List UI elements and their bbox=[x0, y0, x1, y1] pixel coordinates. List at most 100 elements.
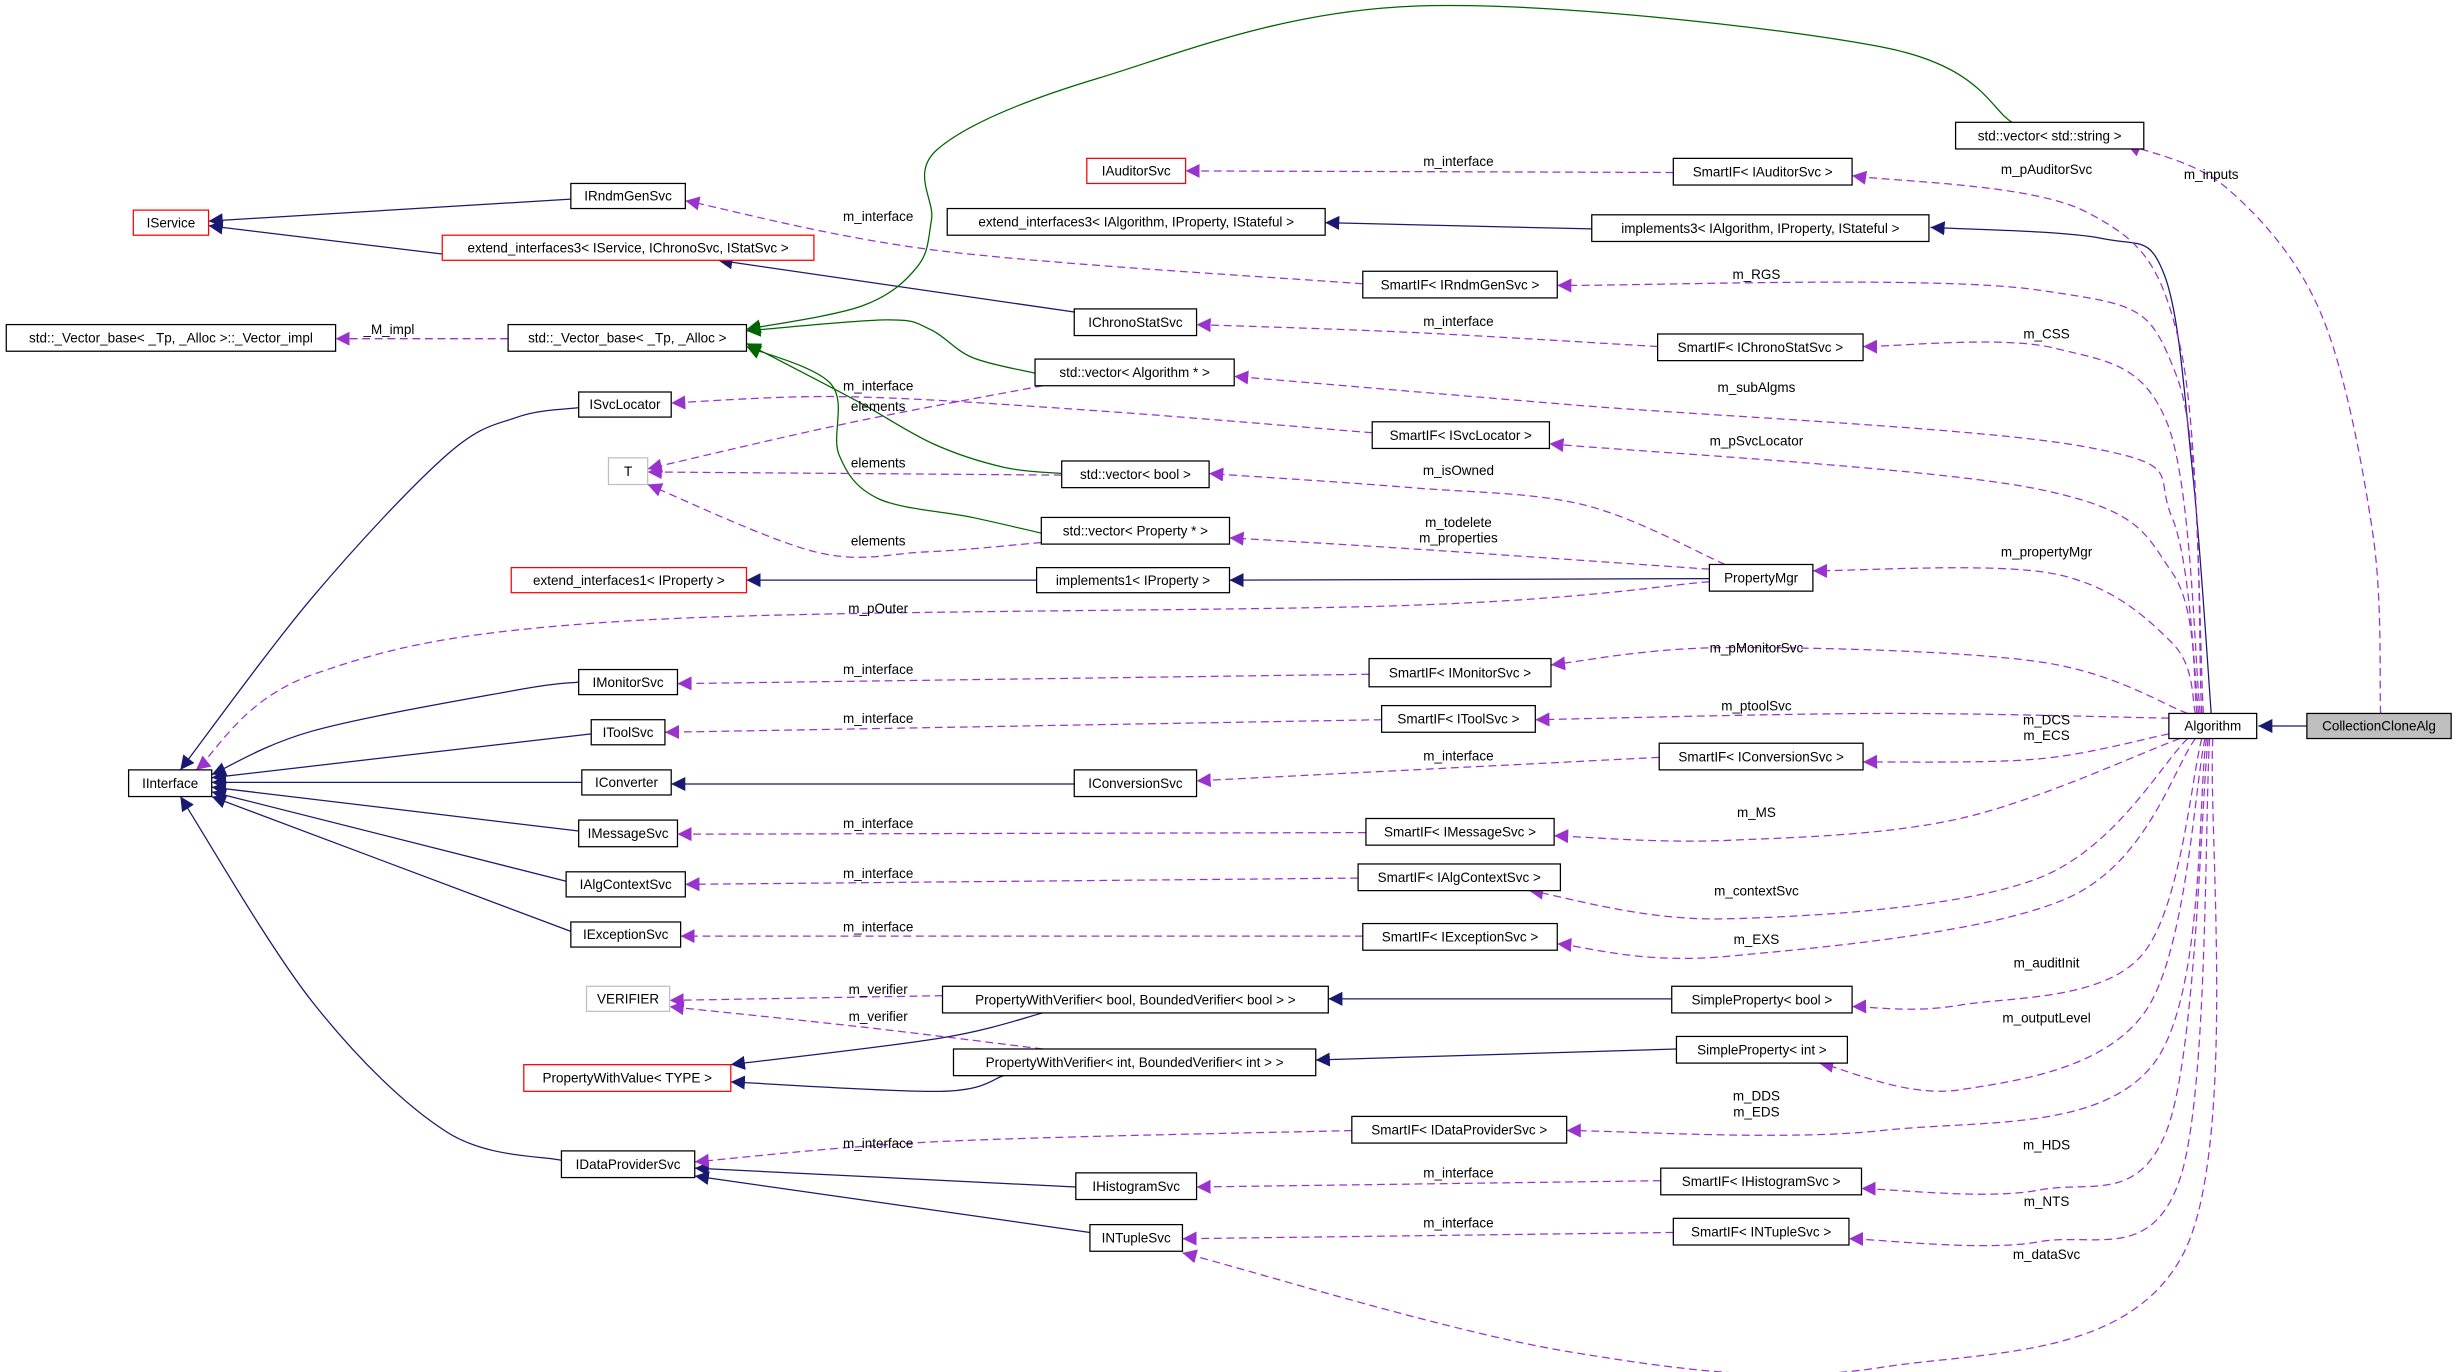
node-ialgcontextsvc[interactable]: IAlgContextSvc bbox=[565, 871, 686, 898]
node-simpleproperty-int[interactable]: SimpleProperty< int > bbox=[1675, 1035, 1849, 1064]
node-ichronostatsvc[interactable]: IChronoStatSvc bbox=[1073, 308, 1198, 337]
edge-label: m_interface bbox=[843, 866, 913, 881]
node-iconversionsvc[interactable]: IConversionSvc bbox=[1073, 769, 1198, 798]
node-propertywithverifier-int-boundedverifier-int[interactable]: PropertyWithVerifier< int, BoundedVerifi… bbox=[952, 1048, 1317, 1077]
node-smartif-imonitorsvc[interactable]: SmartIF< IMonitorSvc > bbox=[1368, 657, 1552, 688]
node-smartif-iconversionsvc[interactable]: SmartIF< IConversionSvc > bbox=[1658, 742, 1864, 771]
node-smartif-intuplesvc[interactable]: SmartIF< INTupleSvc > bbox=[1672, 1217, 1850, 1246]
node-label: SmartIF< IMessageSvc > bbox=[1384, 825, 1536, 840]
node-label: SmartIF< IHistogramSvc > bbox=[1682, 1174, 1841, 1189]
usage-edge-algorithm-to-smartif-iconversionsvc bbox=[1863, 733, 2169, 769]
edge-label: m_pMonitorSvc bbox=[1710, 640, 1804, 655]
node-smartif-isvclocator[interactable]: SmartIF< ISvcLocator > bbox=[1371, 421, 1551, 450]
node-smartif-ihistogramsvc[interactable]: SmartIF< IHistogramSvc > bbox=[1660, 1167, 1863, 1196]
node-label: SmartIF< IConversionSvc > bbox=[1678, 749, 1844, 764]
node-label: PropertyWithValue< TYPE > bbox=[543, 1071, 713, 1086]
node-smartif-iauditorsvc[interactable]: SmartIF< IAuditorSvc > bbox=[1672, 157, 1853, 186]
edge-label: m_interface bbox=[843, 209, 913, 224]
node-smartif-iexceptionsvc[interactable]: SmartIF< IExceptionSvc > bbox=[1362, 922, 1558, 951]
usage-edge-algorithm-to-simpleproperty-bool bbox=[1852, 738, 2203, 1014]
node-iexceptionsvc[interactable]: IExceptionSvc bbox=[570, 921, 682, 948]
usage-edge-algorithm-to-std-vector-algorithm bbox=[1234, 370, 2200, 714]
node-smartif-ichronostatsvc[interactable]: SmartIF< IChronoStatSvc > bbox=[1657, 333, 1864, 362]
node-std-vector-base-tp-alloc-vector-impl[interactable]: std::_Vector_base< _Tp, _Alloc >::_Vecto… bbox=[5, 323, 337, 352]
edge-label: m_interface bbox=[1423, 314, 1493, 329]
node-iauditorsvc[interactable]: IAuditorSvc bbox=[1086, 157, 1187, 185]
node-collectionclonealg[interactable]: CollectionCloneAlg bbox=[2306, 712, 2452, 740]
node-irndmgensvc[interactable]: IRndmGenSvc bbox=[570, 182, 686, 210]
inheritance-edge-imonitorsvc-to-iinterface bbox=[211, 681, 579, 776]
node-box bbox=[507, 323, 748, 352]
node-label: SimpleProperty< int > bbox=[1697, 1042, 1827, 1057]
node-box bbox=[1073, 769, 1198, 798]
edge-label: m_DCS bbox=[2023, 712, 2070, 727]
node-intuplesvc[interactable]: INTupleSvc bbox=[1089, 1223, 1184, 1252]
node-std-vector-bool[interactable]: std::vector< bool > bbox=[1061, 460, 1210, 489]
node-smartif-ialgcontextsvc[interactable]: SmartIF< IAlgContextSvc > bbox=[1357, 863, 1562, 892]
node-std-vector-algorithm[interactable]: std::vector< Algorithm * > bbox=[1034, 358, 1235, 387]
node-label: IService bbox=[147, 215, 196, 230]
node-box bbox=[132, 209, 210, 236]
usage-edge-smartif-imonitorsvc-to-imonitorsvc bbox=[677, 673, 1370, 691]
node-box bbox=[1089, 1223, 1184, 1252]
node-propertymgr[interactable]: PropertyMgr bbox=[1708, 563, 1814, 592]
edge-label: m_interface bbox=[1423, 748, 1493, 763]
node-std-vector-property[interactable]: std::vector< Property * > bbox=[1040, 516, 1231, 545]
node-iconverter[interactable]: IConverter bbox=[581, 769, 672, 796]
node-box bbox=[510, 566, 748, 594]
edge-label: m_contextSvc bbox=[1714, 883, 1799, 898]
node-label: SmartIF< IExceptionSvc > bbox=[1382, 930, 1539, 945]
edge-label: m_pOuter bbox=[848, 601, 908, 616]
node-simpleproperty-bool[interactable]: SimpleProperty< bool > bbox=[1671, 985, 1853, 1014]
node-extend-interfaces1-iproperty[interactable]: extend_interfaces1< IProperty > bbox=[510, 566, 748, 594]
node-propertywithverifier-bool-boundedverifier-bool[interactable]: PropertyWithVerifier< bool, BoundedVerif… bbox=[941, 985, 1329, 1014]
node-label: SimpleProperty< bool > bbox=[1692, 992, 1833, 1007]
node-extend-interfaces3-iservice-ichronosvc-istatsvc[interactable]: extend_interfaces3< IService, IChronoSvc… bbox=[441, 234, 815, 261]
node-implements1-iproperty[interactable]: implements1< IProperty > bbox=[1035, 566, 1231, 594]
node-ihistogramsvc[interactable]: IHistogramSvc bbox=[1075, 1172, 1198, 1201]
node-box bbox=[952, 1048, 1317, 1077]
node-label: IExceptionSvc bbox=[583, 927, 669, 942]
node-label: std::vector< Property * > bbox=[1063, 523, 1208, 538]
node-smartif-itoolsvc[interactable]: SmartIF< IToolSvc > bbox=[1380, 704, 1536, 733]
node-smartif-irndmgensvc[interactable]: SmartIF< IRndmGenSvc > bbox=[1362, 270, 1558, 299]
node-box bbox=[607, 457, 649, 486]
usage-edge-algorithm-to-smartif-iexceptionsvc bbox=[1557, 738, 2197, 959]
node-verifier[interactable]: VERIFIER bbox=[585, 985, 671, 1012]
usage-edge-std-vector-algorithm-to-t bbox=[647, 385, 1043, 473]
node-label: std::_Vector_base< _Tp, _Alloc > bbox=[528, 331, 727, 346]
usage-edge-algorithm-to-smartif-imessagesvc bbox=[1554, 737, 2181, 844]
node-imessagesvc[interactable]: IMessageSvc bbox=[578, 819, 679, 848]
inheritance-edge-propertymgr-to-implements1-iproperty bbox=[1229, 573, 1710, 588]
template-edge-std-vector-algorithm-to-std-vector-base-tp-alloc bbox=[746, 319, 1036, 374]
usage-edge-propertymgr-to-std-vector-bool bbox=[1209, 467, 1726, 566]
node-imonitorsvc[interactable]: IMonitorSvc bbox=[578, 668, 679, 696]
usage-edge-algorithm-to-smartif-iauditorsvc bbox=[1851, 170, 2205, 714]
node-isvclocator[interactable]: ISvcLocator bbox=[578, 391, 672, 418]
node-box bbox=[585, 985, 671, 1012]
node-algorithm[interactable]: Algorithm bbox=[2168, 712, 2258, 740]
node-box bbox=[2306, 712, 2452, 740]
node-iservice[interactable]: IService bbox=[132, 209, 210, 236]
usage-edge-smartif-itoolsvc-to-itoolsvc bbox=[664, 719, 1382, 740]
node-std-vector-std-string[interactable]: std::vector< std::string > bbox=[1954, 121, 2145, 150]
node-label: SmartIF< IAlgContextSvc > bbox=[1378, 870, 1541, 885]
node-smartif-idataprovidersvc[interactable]: SmartIF< IDataProviderSvc > bbox=[1351, 1115, 1568, 1144]
node-propertywithvalue-type[interactable]: PropertyWithValue< TYPE > bbox=[523, 1064, 732, 1092]
node-std-vector-base-tp-alloc[interactable]: std::_Vector_base< _Tp, _Alloc > bbox=[507, 323, 748, 352]
node-t[interactable]: T bbox=[607, 457, 649, 486]
node-box bbox=[590, 719, 666, 746]
node-box bbox=[1073, 308, 1198, 337]
node-itoolsvc[interactable]: IToolSvc bbox=[590, 719, 666, 746]
usage-edge-propertywithverifier-int-boundedverifier-int-to-verifier bbox=[669, 1001, 1043, 1050]
node-iinterface[interactable]: IInterface bbox=[127, 769, 213, 798]
edge-label: m_propertyMgr bbox=[2001, 545, 2093, 560]
node-box bbox=[565, 871, 686, 898]
node-smartif-imessagesvc[interactable]: SmartIF< IMessageSvc > bbox=[1365, 817, 1555, 846]
edge-label: m_subAlgms bbox=[1717, 380, 1795, 395]
edge-label: m_EXS bbox=[1734, 932, 1780, 947]
node-idataprovidersvc[interactable]: IDataProviderSvc bbox=[560, 1150, 696, 1179]
edge-label: m_pSvcLocator bbox=[1710, 433, 1804, 448]
node-extend-interfaces3-ialgorithm-iproperty-istateful[interactable]: extend_interfaces3< IAlgorithm, IPropert… bbox=[946, 207, 1326, 236]
node-implements3-ialgorithm-iproperty-istateful[interactable]: implements3< IAlgorithm, IProperty, ISta… bbox=[1591, 214, 1930, 243]
